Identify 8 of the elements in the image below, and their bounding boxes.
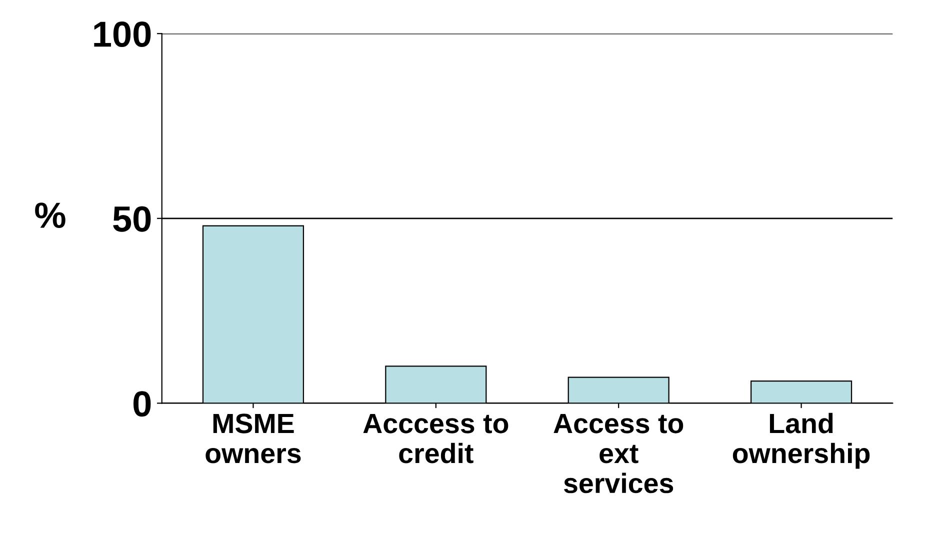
x-tick-label: Access to ext services	[554, 414, 684, 494]
y-tick-label: 50	[113, 206, 151, 232]
x-tick-label: Land ownership	[732, 412, 870, 469]
x-tick-label: MSME owners	[206, 414, 301, 464]
y-tick-label: 0	[134, 391, 151, 417]
y-tick-label: 100	[94, 21, 151, 48]
x-tick-label: Acccess to credit	[363, 414, 508, 464]
y-axis-title: %	[35, 202, 66, 228]
